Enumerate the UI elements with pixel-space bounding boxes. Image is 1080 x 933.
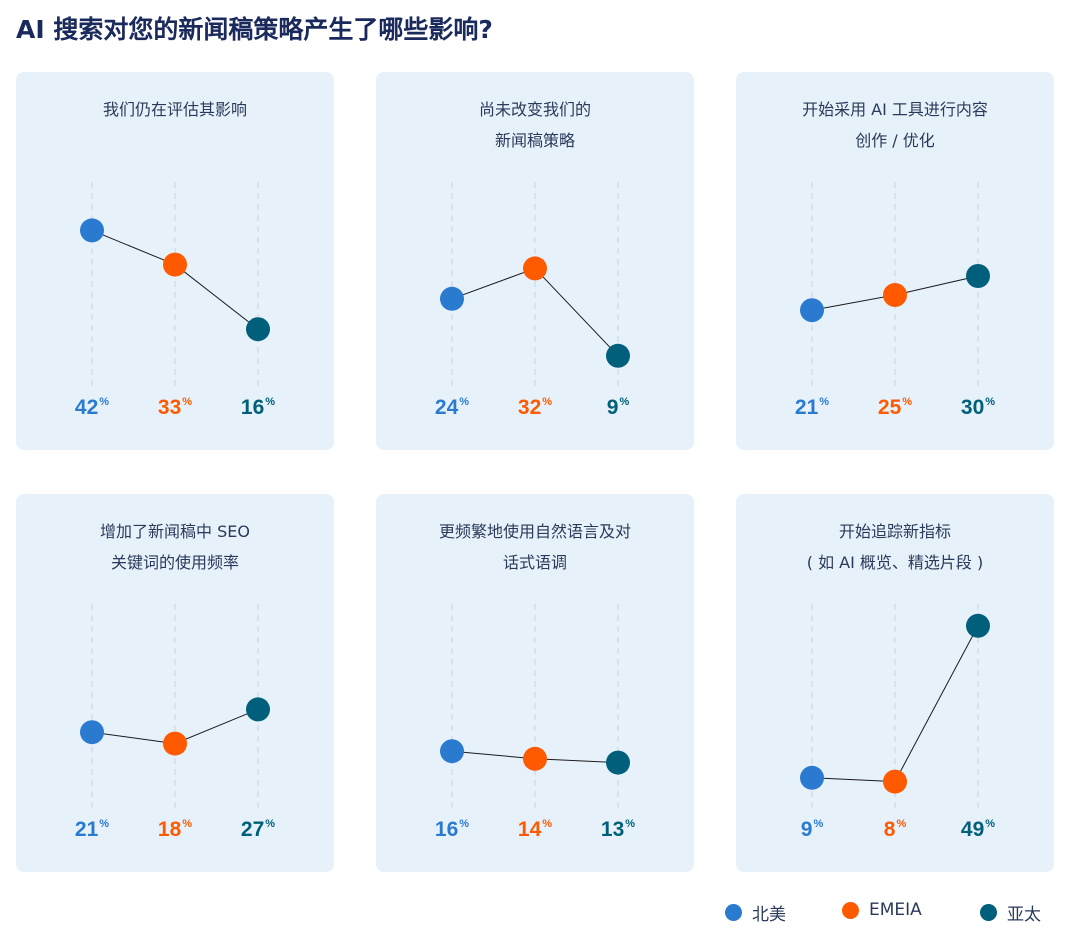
data-label: 30%: [960, 396, 996, 419]
legend-label: 亚太: [1007, 905, 1041, 925]
data-label: 9%: [606, 396, 630, 419]
data-point-亚太: [606, 343, 630, 368]
chart-panel: 增加了新闻稿中 SEO 关键词的使用频率 21% 18% 27%: [16, 494, 334, 872]
data-point-亚太: [966, 264, 990, 288]
data-point-EMEIA: [523, 746, 547, 771]
data-point-北美: [440, 286, 464, 311]
chart-panel: 更频繁地使用自然语言及对 话式语调 16% 14% 13%: [376, 494, 694, 872]
chart-panel: 我们仍在评估其影响 42% 33% 16%: [16, 72, 334, 450]
legend-label: EMEIA: [869, 900, 922, 920]
data-label: 13%: [600, 818, 636, 841]
data-point-北美: [800, 765, 824, 790]
panel-title: 开始追踪新指标( 如 AI 概览、精选片段 ): [806, 522, 984, 572]
legend-dot-icon: [842, 901, 859, 919]
panel-title: 更频繁地使用自然语言及对 话式语调: [438, 522, 631, 572]
data-point-北美: [80, 720, 104, 745]
legend-dot-icon: [725, 904, 742, 921]
data-label: 21%: [794, 396, 830, 419]
data-point-北美: [800, 298, 824, 323]
data-point-亚太: [966, 613, 990, 638]
legend-label: 北美: [752, 905, 786, 925]
data-point-亚太: [606, 750, 630, 775]
data-point-EMEIA: [883, 769, 907, 794]
data-point-北美: [80, 218, 104, 243]
data-label: 9%: [800, 818, 824, 841]
legend-dot-icon: [980, 904, 997, 921]
panel-title: 尚未改变我们的 新闻稿策略: [478, 100, 591, 150]
data-label: 21%: [74, 818, 110, 841]
data-label: 33%: [157, 396, 193, 419]
data-label: 14%: [517, 818, 553, 841]
legend-item: EMEIA: [842, 900, 922, 920]
chart-panel: 开始追踪新指标( 如 AI 概览、精选片段 ) 9% 8% 49%: [736, 494, 1054, 872]
data-label: 49%: [960, 818, 996, 841]
chart-panel: 尚未改变我们的 新闻稿策略 24% 32% 9%: [376, 72, 694, 450]
data-label: 25%: [877, 396, 913, 419]
data-label: 16%: [434, 818, 470, 841]
data-label: 32%: [517, 396, 553, 419]
panel-title: 增加了新闻稿中 SEO 关键词的使用频率: [100, 522, 250, 572]
legend-item: 亚太: [980, 900, 1041, 925]
data-label: 27%: [240, 818, 276, 841]
data-label: 16%: [240, 396, 276, 419]
data-label: 42%: [74, 396, 110, 419]
data-point-亚太: [246, 317, 270, 342]
data-point-EMEIA: [163, 252, 187, 277]
data-label: 24%: [434, 396, 470, 419]
data-label: 18%: [157, 818, 193, 841]
data-point-亚太: [246, 697, 270, 722]
chart-title: AI 搜索对您的新闻稿策略产生了哪些影响?: [16, 15, 493, 44]
data-point-EMEIA: [523, 256, 547, 281]
data-label: 8%: [883, 818, 907, 841]
panel-title: 我们仍在评估其影响: [102, 100, 247, 119]
data-point-EMEIA: [163, 731, 187, 756]
data-point-EMEIA: [883, 283, 907, 307]
legend-item: 北美: [725, 900, 786, 925]
chart-panel: 开始采用 AI 工具进行内容 创作 / 优化 21% 25% 30%: [736, 72, 1054, 450]
data-point-北美: [440, 739, 464, 764]
panel-title: 开始采用 AI 工具进行内容 创作 / 优化: [802, 100, 988, 150]
